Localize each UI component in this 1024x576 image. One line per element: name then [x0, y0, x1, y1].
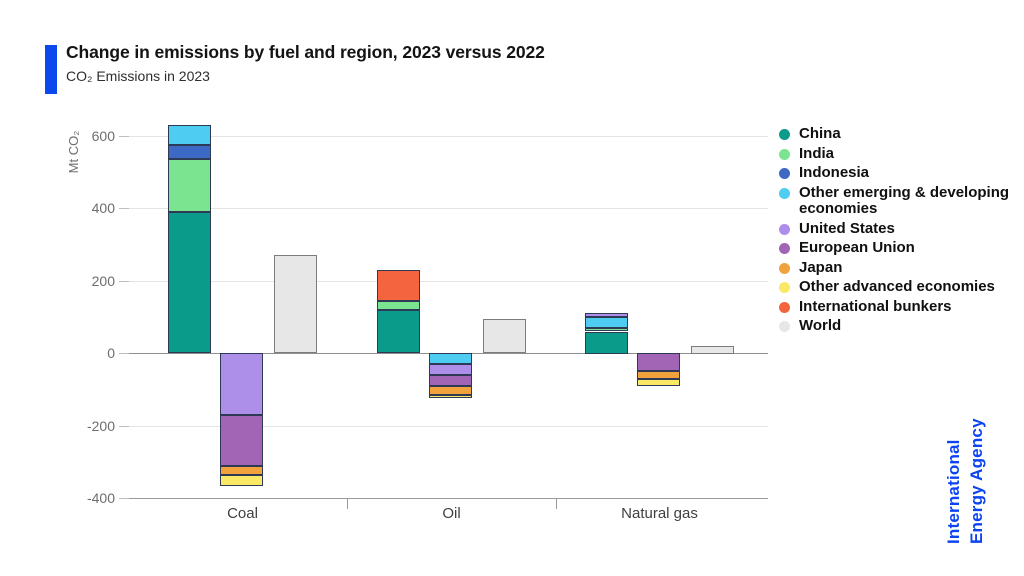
legend-swatch-icon: [779, 243, 790, 254]
bar-segment-european-union: [429, 375, 472, 386]
bar-segment-other-advanced-economies: [220, 474, 263, 486]
legend-swatch-icon: [779, 301, 790, 313]
y-tick-label: 400: [91, 200, 115, 216]
legend-label: European Union: [799, 239, 915, 256]
legend-swatch-icon: [779, 187, 790, 199]
bar-segment-other-advanced-economies: [637, 378, 680, 386]
y-tick-label: 600: [91, 127, 115, 144]
y-tick-mark-600: [119, 135, 129, 137]
y-tick-label: -400: [86, 490, 115, 506]
legend-swatch-icon: [779, 168, 790, 179]
bar-world-oil: [483, 318, 526, 353]
legend-swatch-icon: [779, 321, 790, 332]
legend-item-china: China: [779, 125, 1015, 143]
legend-item-world: World: [779, 317, 1015, 335]
legend-swatch-icon: [779, 223, 790, 235]
x-category-label-coal: Coal: [227, 505, 258, 522]
title-accent-bar: [45, 45, 57, 94]
legend-item-japan: Japan: [779, 258, 1015, 277]
bar-world-coal: [274, 255, 317, 353]
chart-title: Change in emissions by fuel and region, …: [66, 42, 545, 62]
bar-segment-china: [585, 331, 628, 354]
legend-label: United States: [799, 219, 895, 237]
legend-swatch-icon: [779, 129, 790, 140]
legend-label: China: [799, 125, 841, 142]
bar-segment-japan: [429, 385, 472, 395]
gridline-400: [128, 208, 768, 209]
bar-segment-china: [168, 211, 211, 353]
legend-item-india: India: [779, 144, 1015, 163]
bar-segment-india: [585, 327, 628, 331]
bar-segment-india: [168, 159, 211, 212]
bar-segment-other-advanced-economies: [429, 394, 472, 398]
bar-segment-united-states: [585, 313, 628, 317]
gridline--400: [128, 498, 768, 499]
bar-segment-international-bunkers: [377, 269, 420, 301]
y-tick-label: 200: [91, 272, 115, 289]
chart-legend: China India Indonesia Other emerging & deve…: [779, 125, 1015, 335]
y-tick-mark-200: [119, 280, 129, 282]
gridline-200: [128, 280, 768, 282]
legend-item-european-union: European Union: [779, 239, 1015, 257]
legend-item-other-emerging-developing-economies: Other emerging & developing economies: [779, 183, 1015, 218]
bar-segment-indonesia: [168, 144, 211, 159]
y-tick-mark--400: [119, 498, 129, 499]
iea-logo-text: International Energy Agency: [942, 372, 990, 544]
y-tick-label: 0: [107, 345, 115, 361]
x-axis-separator-tick-1: [556, 498, 557, 509]
bar-segment-european-union: [637, 353, 680, 371]
bar-segment-china: [377, 309, 420, 353]
legend-swatch-icon: [779, 262, 790, 274]
iea-logo-line1: International: [944, 439, 963, 544]
legend-swatch-icon: [779, 282, 790, 293]
legend-item-indonesia: Indonesia: [779, 164, 1015, 182]
y-tick-label: -200: [86, 417, 115, 434]
chart-subtitle: CO₂ Emissions in 2023: [66, 68, 210, 84]
x-category-label-oil: Oil: [442, 505, 461, 522]
y-tick-mark-400: [119, 208, 129, 209]
y-tick-mark--200: [119, 425, 129, 427]
bar-segment-other-emerging-developing-economies: [168, 124, 211, 145]
bar-segment-european-union: [220, 414, 263, 466]
iea-logo-line2: Energy Agency: [967, 418, 986, 544]
legend-item-united-states: United States: [779, 219, 1015, 238]
bar-segment-united-states: [220, 353, 263, 415]
gridline-600: [128, 135, 768, 137]
legend-label: International bunkers: [799, 297, 952, 315]
legend-label: Other advanced economies: [799, 278, 995, 295]
y-tick-mark-0: [119, 353, 129, 354]
legend-label: Other emerging & developing economies: [799, 183, 1010, 217]
x-category-label-natural-gas: Natural gas: [621, 505, 698, 522]
bar-segment-india: [377, 300, 420, 310]
bar-segment-japan: [220, 465, 263, 475]
bar-segment-other-emerging-developing-economies: [585, 317, 628, 328]
gridline--200: [128, 425, 768, 427]
bar-segment-united-states: [429, 364, 472, 375]
bar-segment-japan: [637, 371, 680, 379]
legend-item-international-bunkers: International bunkers: [779, 297, 1015, 316]
x-axis-separator-tick-0: [346, 498, 348, 509]
legend-label: Indonesia: [799, 164, 870, 181]
legend-label: Japan: [799, 258, 843, 276]
legend-label: World: [799, 317, 842, 334]
legend-swatch-icon: [779, 148, 790, 160]
bar-world-natural-gas: [691, 346, 734, 354]
legend-label: India: [799, 144, 835, 162]
bar-segment-other-emerging-developing-economies: [429, 353, 472, 364]
legend-item-other-advanced-economies: Other advanced economies: [779, 278, 1015, 296]
